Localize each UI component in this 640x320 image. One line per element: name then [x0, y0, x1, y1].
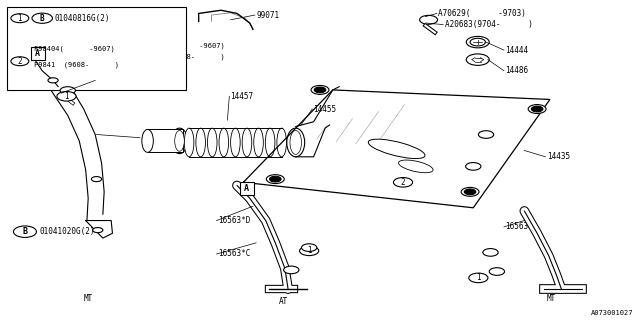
Circle shape [531, 106, 543, 112]
Circle shape [483, 249, 498, 256]
Text: 1: 1 [17, 14, 22, 23]
Ellipse shape [242, 128, 252, 157]
Circle shape [466, 163, 481, 170]
Text: 2: 2 [17, 57, 22, 66]
Text: F98404(      -9607): F98404( -9607) [34, 45, 115, 52]
Circle shape [11, 57, 29, 66]
Circle shape [467, 36, 489, 48]
Text: 01040816G(2): 01040816G(2) [55, 14, 111, 23]
Polygon shape [243, 90, 550, 208]
Text: 1: 1 [476, 273, 481, 282]
Bar [7, 7, 186, 90]
Text: 14435: 14435 [547, 152, 570, 161]
Circle shape [420, 15, 438, 24]
Text: 16563*A: 16563*A [505, 222, 538, 231]
Text: F9841  (9608-      ): F9841 (9608- ) [34, 61, 119, 68]
Ellipse shape [253, 128, 263, 157]
Circle shape [284, 266, 299, 274]
Text: 16563*C: 16563*C [218, 250, 250, 259]
Circle shape [11, 14, 29, 23]
Circle shape [57, 92, 76, 101]
Ellipse shape [184, 128, 194, 157]
Circle shape [60, 87, 76, 94]
Text: MT: MT [547, 294, 556, 303]
Text: A: A [35, 49, 40, 58]
Bar [239, 182, 253, 195]
Ellipse shape [207, 128, 217, 157]
Circle shape [301, 244, 317, 252]
Ellipse shape [287, 128, 305, 157]
Circle shape [32, 13, 52, 23]
Circle shape [528, 105, 546, 114]
Polygon shape [86, 220, 113, 238]
Ellipse shape [290, 131, 301, 155]
Text: B: B [40, 14, 45, 23]
Circle shape [470, 38, 485, 46]
Circle shape [478, 131, 493, 138]
Circle shape [489, 268, 504, 275]
Text: 14486: 14486 [505, 66, 529, 75]
Circle shape [461, 188, 479, 196]
Text: 16563*B: 16563*B [141, 133, 173, 142]
Text: 1: 1 [64, 92, 68, 101]
Polygon shape [47, 77, 104, 220]
Text: 2: 2 [401, 178, 405, 187]
Circle shape [92, 177, 102, 182]
Text: F99103(9608-      ): F99103(9608- ) [145, 53, 225, 60]
Ellipse shape [230, 128, 240, 157]
Ellipse shape [172, 128, 188, 154]
Text: 1: 1 [307, 246, 312, 255]
Text: 01041020G(2): 01041020G(2) [39, 227, 95, 236]
Text: 16563*D: 16563*D [97, 76, 129, 85]
Text: A20683(9704-      ): A20683(9704- ) [445, 20, 532, 29]
Circle shape [467, 54, 489, 65]
Circle shape [13, 226, 36, 237]
Circle shape [300, 246, 319, 256]
Bar [31, 47, 45, 60]
Ellipse shape [266, 128, 275, 157]
Circle shape [468, 273, 488, 283]
Text: A073001027: A073001027 [591, 310, 633, 316]
Text: 14457: 14457 [230, 92, 253, 101]
Ellipse shape [399, 160, 433, 173]
Bar [148, 129, 182, 152]
Text: 14455: 14455 [314, 105, 337, 114]
Text: 14444: 14444 [505, 45, 529, 55]
Text: A: A [244, 184, 249, 193]
Text: 99071: 99071 [256, 11, 279, 20]
Text: 16563*D: 16563*D [218, 216, 250, 225]
Ellipse shape [368, 139, 425, 158]
Circle shape [465, 189, 476, 195]
Text: AT: AT [278, 297, 288, 306]
Text: F99102(      -9607): F99102( -9607) [145, 42, 225, 49]
Circle shape [266, 175, 284, 184]
Circle shape [269, 176, 281, 182]
Ellipse shape [142, 129, 154, 152]
Circle shape [394, 178, 413, 187]
Text: B: B [22, 227, 28, 236]
Ellipse shape [175, 131, 184, 151]
Circle shape [311, 85, 329, 94]
Circle shape [48, 78, 58, 83]
Ellipse shape [196, 128, 205, 157]
Polygon shape [39, 77, 70, 84]
Ellipse shape [219, 128, 228, 157]
Text: A70629(      -9703): A70629( -9703) [438, 9, 526, 18]
Circle shape [314, 87, 326, 93]
Text: MT: MT [84, 294, 93, 303]
Circle shape [93, 228, 103, 233]
Ellipse shape [277, 128, 287, 157]
